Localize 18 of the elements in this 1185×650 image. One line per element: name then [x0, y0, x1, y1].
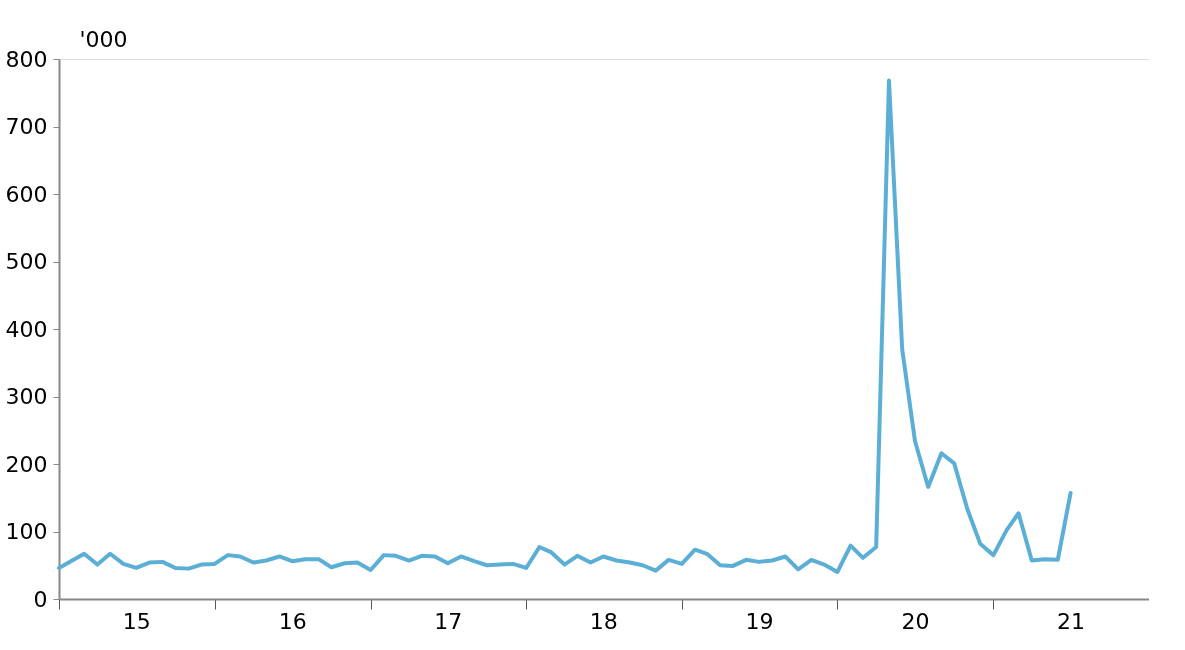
y-axis-title: '000	[79, 26, 128, 52]
y-tick-label: 800	[5, 46, 48, 72]
x-tick-label: 21	[1057, 608, 1086, 634]
y-tick-label: 400	[5, 316, 48, 342]
x-tick-label: 19	[745, 608, 774, 634]
x-tick-label: 17	[434, 608, 463, 634]
y-tick-label: 200	[5, 451, 48, 477]
y-tick-label: 500	[5, 249, 48, 274]
x-tick-label: 18	[589, 608, 618, 634]
x-tick-label: 16	[278, 608, 307, 634]
y-tick-label: 600	[5, 181, 48, 207]
x-tick-label: 20	[901, 608, 930, 634]
y-tick-label: 700	[5, 114, 48, 139]
y-tick-label: 100	[5, 519, 48, 544]
x-tick-label: 15	[122, 608, 151, 634]
y-tick-label: 0	[33, 586, 48, 612]
y-tick-label: 300	[5, 384, 48, 409]
line-series	[57, 78, 1073, 574]
